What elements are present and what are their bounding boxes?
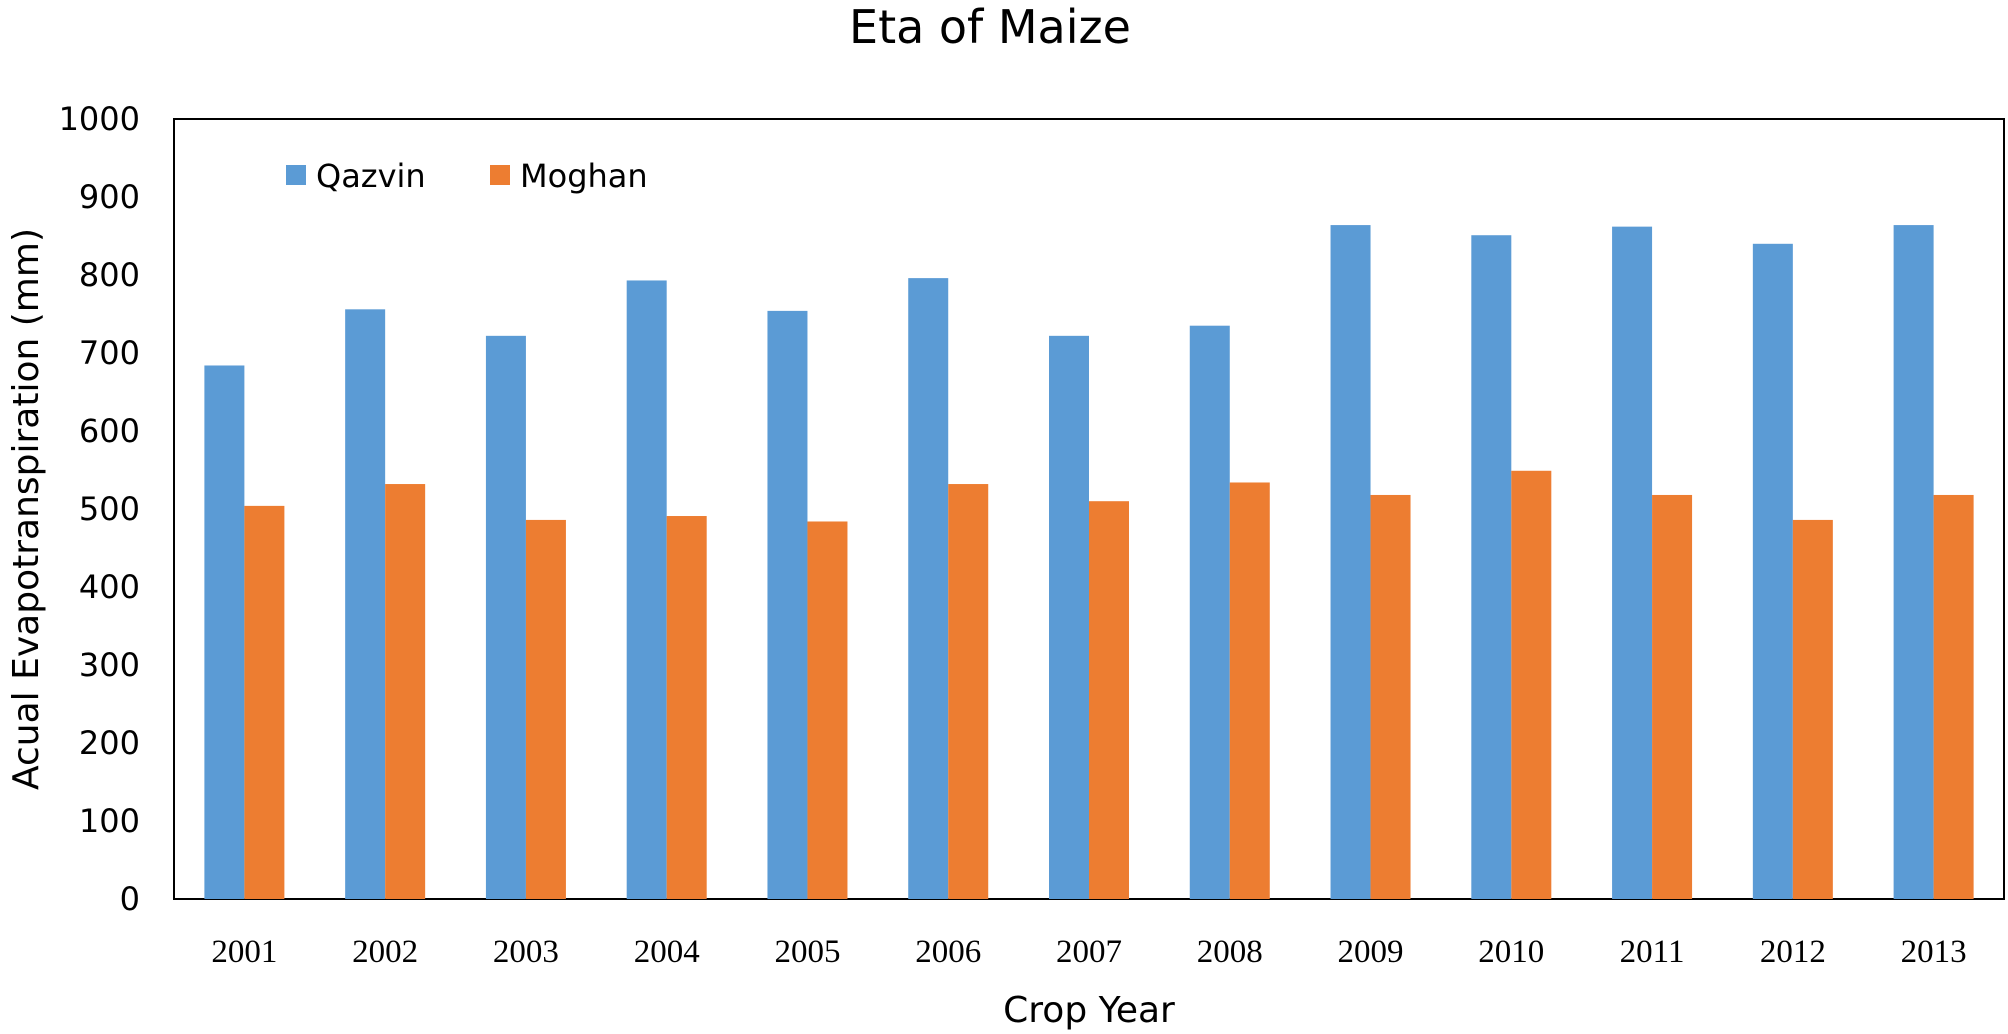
bar-moghan-2004 xyxy=(666,516,707,899)
x-tick-label: 2005 xyxy=(774,934,840,970)
bar-qazvin-2001 xyxy=(204,365,245,900)
bar-qazvin-2007 xyxy=(1049,335,1089,900)
x-axis-title: Crop Year xyxy=(1003,990,1175,1031)
y-axis-ticks: 0 100 200 300 400 500 600 700 800 900 1000 xyxy=(59,100,140,918)
legend-swatch-moghan xyxy=(490,165,510,185)
x-tick-label: 2013 xyxy=(1901,934,1967,970)
chart-title: Eta of Maize xyxy=(849,0,1131,54)
bar-moghan-2012 xyxy=(1792,519,1833,899)
y-tick-label: 500 xyxy=(79,490,140,528)
bar-qazvin-2011 xyxy=(1612,226,1653,899)
y-tick-label: 0 xyxy=(120,880,140,918)
x-tick-label: 2003 xyxy=(493,934,559,970)
x-tick-label: 2007 xyxy=(1056,934,1122,970)
bar-moghan-2008 xyxy=(1229,482,1270,899)
bar-qazvin-2006 xyxy=(908,278,949,899)
bar-qazvin-2012 xyxy=(1752,243,1793,900)
bar-moghan-2003 xyxy=(525,519,566,899)
y-tick-label: 600 xyxy=(79,412,140,450)
bar-qazvin-2002 xyxy=(345,309,386,899)
bar-moghan-2005 xyxy=(807,521,848,899)
y-tick-label: 400 xyxy=(79,568,140,606)
y-tick-label: 1000 xyxy=(59,100,140,138)
bar-moghan-2010 xyxy=(1511,470,1552,899)
y-tick-label: 100 xyxy=(79,802,140,840)
bars xyxy=(204,225,1974,900)
x-tick-label: 2008 xyxy=(1197,934,1263,970)
legend-label-qazvin: Qazvin xyxy=(316,157,426,195)
x-tick-label: 2012 xyxy=(1760,934,1826,970)
x-tick-label: 2002 xyxy=(352,934,418,970)
bar-qazvin-2008 xyxy=(1189,325,1230,899)
x-tick-label: 2001 xyxy=(211,934,277,970)
y-tick-label: 200 xyxy=(79,724,140,762)
bar-qazvin-2010 xyxy=(1471,235,1512,900)
x-tick-label: 2004 xyxy=(634,934,700,970)
bar-moghan-2011 xyxy=(1652,494,1693,899)
bar-moghan-2001 xyxy=(244,505,285,899)
x-tick-label: 2011 xyxy=(1620,934,1685,970)
bar-qazvin-2003 xyxy=(485,335,526,900)
legend: Qazvin Moghan xyxy=(286,157,648,195)
x-tick-label: 2006 xyxy=(915,934,981,970)
y-tick-label: 900 xyxy=(79,178,140,216)
bar-moghan-2002 xyxy=(385,484,426,899)
bar-moghan-2007 xyxy=(1089,501,1129,899)
bar-qazvin-2013 xyxy=(1893,225,1934,899)
bar-qazvin-2005 xyxy=(767,310,808,899)
bar-qazvin-2004 xyxy=(626,280,667,900)
bar-moghan-2006 xyxy=(948,484,989,899)
y-tick-label: 300 xyxy=(79,646,140,684)
y-tick-label: 800 xyxy=(79,256,140,294)
legend-label-moghan: Moghan xyxy=(520,157,648,195)
bar-moghan-2013 xyxy=(1933,494,1974,899)
bar-moghan-2009 xyxy=(1370,494,1411,899)
bar-qazvin-2009 xyxy=(1330,225,1371,899)
y-tick-label: 700 xyxy=(79,334,140,372)
legend-swatch-qazvin xyxy=(286,165,306,185)
x-axis-ticks: 2001 2002 2003 2004 2005 2006 2007 2008 2009 2010… xyxy=(211,934,1966,970)
x-tick-label: 2010 xyxy=(1478,934,1544,970)
y-axis-title: Acual Evapotranspiration (mm) xyxy=(6,228,47,790)
x-tick-label: 2009 xyxy=(1338,934,1404,970)
